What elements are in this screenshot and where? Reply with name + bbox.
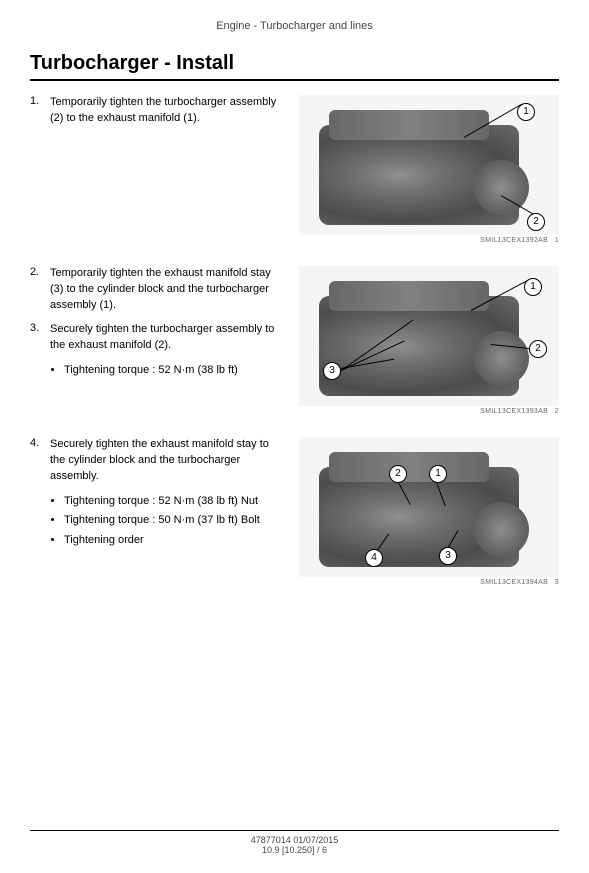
callout-label: 1 <box>517 103 535 121</box>
page-footer: 47877014 01/07/2015 10.9 [10.250] / 6 <box>30 830 559 855</box>
bullet-list: Tightening torque : 52 N·m (38 lb ft) Nu… <box>64 493 299 550</box>
bullet-item: Tightening torque : 50 N·m (37 lb ft) Bo… <box>64 512 299 530</box>
bullet-list: Tightening torque : 52 N·m (38 lb ft) <box>64 362 299 380</box>
section-title: Turbocharger - Install <box>30 52 559 81</box>
step-figure: 1 2 <box>299 95 559 235</box>
step-block: 4. Securely tighten the exhaust manifold… <box>30 437 559 586</box>
step-number: 2. <box>30 266 50 278</box>
step-number: 3. <box>30 322 50 334</box>
footer-doc-id: 47877014 01/07/2015 <box>30 835 559 845</box>
step-figure: 2 1 3 4 <box>299 437 559 577</box>
bullet-item: Tightening torque : 52 N·m (38 lb ft) Nu… <box>64 493 299 511</box>
callout-label: 2 <box>389 465 407 483</box>
callout-label: 1 <box>524 278 542 296</box>
callout-label: 2 <box>527 213 545 231</box>
step-text: Temporarily tighten the turbocharger ass… <box>50 95 299 127</box>
callout-label: 3 <box>439 547 457 565</box>
footer-page-ref: 10.9 [10.250] / 6 <box>30 845 559 855</box>
callout-label: 4 <box>365 549 383 567</box>
bullet-item: Tightening order <box>64 532 299 550</box>
figure-caption: SMIL13CEX1394AB 3 <box>299 579 559 586</box>
figure-caption: SMIL13CEX1392AB 1 <box>299 237 559 244</box>
step-text: Securely tighten the turbocharger assemb… <box>50 322 299 354</box>
bullet-item: Tightening torque : 52 N·m (38 lb ft) <box>64 362 299 380</box>
page-header: Engine - Turbocharger and lines <box>30 20 559 32</box>
figure-caption: SMIL13CEX1393AB 2 <box>299 408 559 415</box>
step-number: 1. <box>30 95 50 107</box>
step-block: 1. Temporarily tighten the turbocharger … <box>30 95 559 244</box>
step-number: 4. <box>30 437 50 449</box>
step-text: Securely tighten the exhaust manifold st… <box>50 437 299 485</box>
step-figure: 1 2 3 <box>299 266 559 406</box>
callout-label: 3 <box>323 362 341 380</box>
step-text: Temporarily tighten the exhaust manifold… <box>50 266 299 314</box>
callout-label: 2 <box>529 340 547 358</box>
callout-label: 1 <box>429 465 447 483</box>
step-block: 2. Temporarily tighten the exhaust manif… <box>30 266 559 415</box>
